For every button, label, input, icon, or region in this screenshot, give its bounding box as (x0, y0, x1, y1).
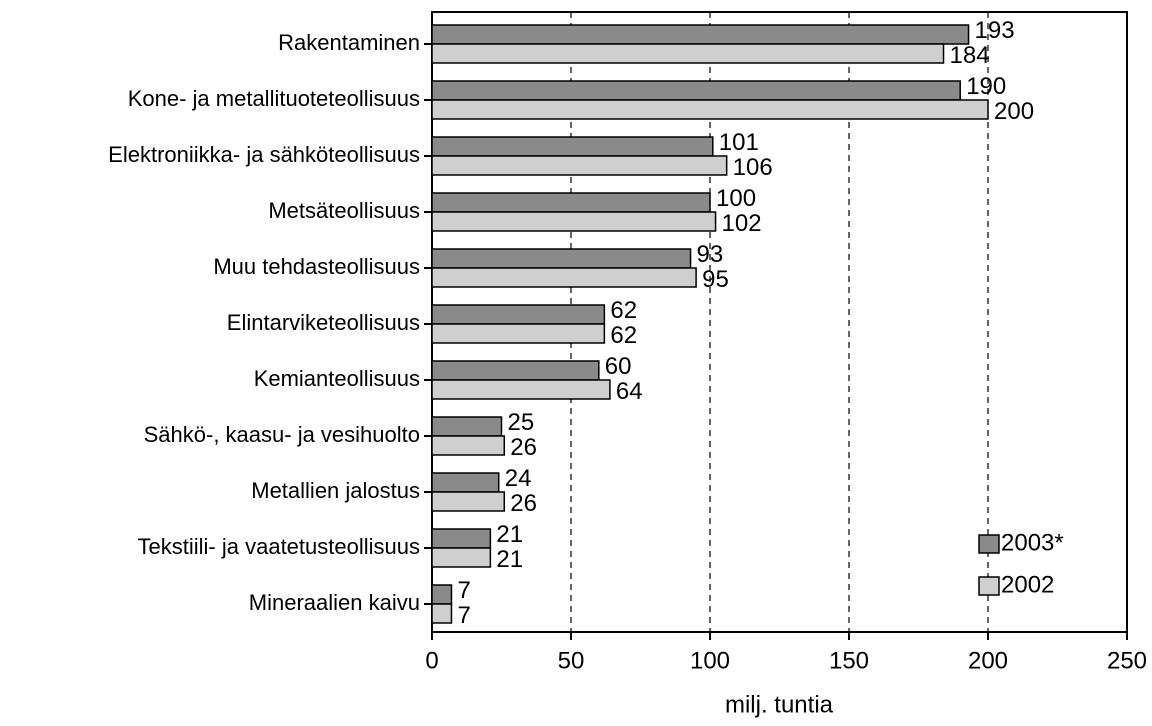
value-label: 7 (457, 577, 470, 604)
x-tick-label: 200 (968, 647, 1008, 674)
bar (431, 267, 697, 288)
value-label: 101 (719, 129, 759, 156)
y-tick-label: Kemianteollisuus (254, 366, 420, 391)
value-label: 60 (605, 353, 632, 380)
value-label: 184 (950, 42, 990, 69)
value-label: 7 (457, 602, 470, 629)
value-label: 21 (496, 546, 523, 573)
bar (431, 24, 970, 45)
y-tick-label: Metallien jalostus (251, 478, 420, 503)
legend-label: 2002 (1001, 571, 1054, 598)
legend-swatch (978, 576, 1000, 596)
x-tick-label: 100 (690, 647, 730, 674)
bar (431, 304, 606, 325)
value-label: 193 (975, 17, 1015, 44)
bar (431, 80, 961, 101)
bar (431, 43, 945, 64)
value-label: 190 (966, 73, 1006, 100)
y-tick-label: Sähkö-, kaasu- ja vesihuolto (144, 422, 420, 447)
bar (431, 416, 503, 437)
bar (431, 379, 611, 400)
bar (431, 99, 989, 120)
bar (431, 248, 692, 269)
value-label: 62 (610, 297, 637, 324)
value-label: 25 (508, 409, 535, 436)
bar (431, 547, 492, 568)
y-tick-label: Rakentaminen (278, 30, 420, 55)
value-label: 26 (510, 434, 537, 461)
value-label: 102 (722, 210, 762, 237)
value-label: 100 (716, 185, 756, 212)
value-label: 95 (702, 266, 729, 293)
bar (431, 528, 492, 549)
bar (431, 491, 506, 512)
y-tick-label: Muu tehdasteollisuus (213, 254, 420, 279)
y-tick-label: Mineraalien kaivu (249, 590, 420, 615)
bar (431, 155, 728, 176)
x-tick-label: 250 (1107, 647, 1147, 674)
value-label: 26 (510, 490, 537, 517)
value-label: 200 (994, 98, 1034, 125)
value-label: 62 (610, 322, 637, 349)
bar (431, 136, 714, 157)
legend-label: 2003* (1001, 529, 1064, 556)
y-tick-label: Elintarviketeollisuus (227, 310, 420, 335)
bar (431, 323, 606, 344)
bar (431, 435, 506, 456)
value-label: 24 (505, 465, 532, 492)
x-tick-label: 150 (829, 647, 869, 674)
value-label: 21 (496, 521, 523, 548)
x-axis-label: milj. tuntia (725, 691, 834, 718)
value-label: 106 (733, 154, 773, 181)
y-tick-label: Elektroniikka- ja sähköteollisuus (108, 142, 420, 167)
value-label: 93 (697, 241, 724, 268)
y-tick-label: Metsäteollisuus (268, 198, 420, 223)
legend-swatch (978, 534, 1000, 554)
x-tick-label: 50 (558, 647, 585, 674)
bar (431, 192, 711, 213)
y-tick-label: Tekstiili- ja vaatetusteollisuus (138, 534, 420, 559)
value-label: 64 (616, 378, 643, 405)
bar (431, 603, 453, 624)
bar (431, 211, 717, 232)
x-tick-label: 0 (425, 647, 438, 674)
y-tick-label: Kone- ja metallituoteteollisuus (128, 86, 420, 111)
bar (431, 472, 500, 493)
bar (431, 584, 453, 605)
bar (431, 360, 600, 381)
